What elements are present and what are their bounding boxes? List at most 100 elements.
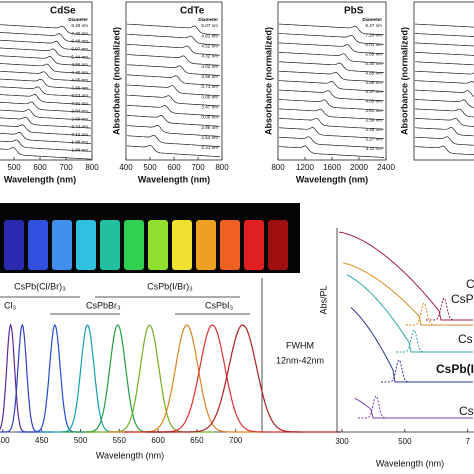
spectrum (278, 70, 385, 83)
diameter-label: 3.21 nm (71, 101, 88, 106)
diameter-label: 2.12 nm (71, 132, 88, 137)
spectrum (415, 127, 474, 137)
spectrum (0, 47, 92, 59)
y-axis-label: Abs/PL (318, 285, 328, 314)
x-tick-label: 2400 (377, 163, 395, 172)
diameter-label: 5.97 nm (71, 47, 88, 52)
diameter-label: 4.37 nm (365, 89, 382, 94)
diameter-label: 3.71 nm (201, 84, 218, 89)
series-label: CsPb(I (436, 362, 474, 376)
panel-title: CdTe (180, 6, 205, 17)
x-axis-label: Wavelength (nm) (138, 174, 210, 184)
diameter-label: 4.81 nm (201, 33, 218, 38)
diameter-label: 5.34 nm (365, 61, 382, 66)
x-tick-label: 650 (190, 436, 204, 445)
diameter-label: 2.86 nm (201, 125, 218, 130)
spectrum (279, 89, 385, 102)
abs-curve (342, 262, 473, 326)
spectrum (126, 44, 221, 56)
x-tick-label: 400 (119, 163, 133, 172)
x-axis-label: Wavelength (nm) (96, 450, 164, 460)
diameter-label: 5.07 nm (201, 23, 218, 28)
spectrum (279, 23, 385, 36)
spectrum (127, 134, 221, 147)
spectrum (126, 74, 220, 86)
x-tick-label: 400 (0, 436, 10, 445)
diameter-label: 6.01 nm (365, 42, 382, 47)
spectrum (0, 63, 92, 75)
spectrum (278, 61, 385, 73)
diameter-label: 4.05 nm (71, 78, 88, 83)
series-label: Cs (458, 332, 473, 346)
diameter-label: 1.99 nm (71, 140, 88, 145)
diameter-label: 3.81 nm (365, 108, 382, 113)
x-tick-label: 800 (215, 163, 229, 172)
spectrum (126, 94, 221, 107)
diameter-label: 3.27 nm (365, 136, 382, 141)
abs-curve (346, 274, 473, 353)
x-tick-label: 7 (465, 437, 470, 446)
spectrum (414, 99, 474, 108)
spectrum (414, 42, 474, 47)
spectrum (0, 124, 92, 137)
pl-peak (124, 324, 301, 433)
x-tick-label: 700 (191, 163, 205, 172)
spectrum (126, 104, 221, 117)
diameter-label: 5.65 nm (365, 52, 382, 57)
spectrum (0, 109, 92, 121)
spectrum (126, 115, 221, 127)
pl-peak (40, 324, 134, 433)
diameter-label: 3.59 nm (365, 118, 382, 123)
spectrum (0, 131, 91, 144)
spectrum (0, 139, 92, 152)
pl-curve (381, 359, 410, 383)
spectrum (414, 70, 474, 75)
y-axis-label: Absorbance (normalized) (263, 27, 273, 135)
x-tick-label: 500 (7, 163, 21, 172)
diameter-label: 4.32 nm (201, 54, 218, 59)
series-label: C (466, 277, 474, 291)
spectrum (414, 145, 474, 155)
spectrum (126, 54, 221, 66)
spectrum (278, 117, 385, 130)
diameter-label: 3.06 nm (201, 115, 218, 120)
spectrum (278, 108, 384, 121)
spectrum (414, 108, 474, 118)
x-tick-label: 600 (167, 163, 181, 172)
diameter-label: 3.53 nm (71, 93, 88, 98)
spectrum (415, 61, 474, 66)
x-tick-label: 500 (398, 437, 412, 446)
spectrum (0, 78, 92, 90)
x-tick-label: 800 (271, 163, 285, 172)
diameter-label: 2.69 nm (71, 116, 88, 121)
x-tick-label: 700 (59, 163, 73, 172)
x-tick-label: 700 (229, 436, 243, 445)
diameter-label: 3.47 nm (201, 104, 218, 109)
spectrum (0, 147, 92, 160)
spectrum (0, 55, 92, 67)
abs-curve (354, 397, 473, 419)
spectrum (126, 144, 221, 158)
diameter-label: 2.31 nm (201, 145, 218, 150)
pl-curve (406, 302, 435, 326)
diameter-label: 2.44 nm (71, 124, 88, 129)
spectrum (0, 70, 92, 82)
annotation: CsPb(I/Br)₃ (147, 281, 193, 291)
diameter-label: 6.48 nm (71, 39, 88, 44)
spectrum (126, 64, 221, 76)
spectrum (415, 89, 474, 98)
diameter-label: 4.52 nm (201, 44, 218, 49)
pl-peak (144, 324, 341, 433)
x-axis-label: Wavelength (nm) (4, 174, 76, 184)
spectrum (278, 127, 385, 139)
pl-curve (396, 329, 425, 353)
spectrum (126, 84, 221, 97)
spectrum (278, 42, 384, 55)
legend-title: Diameter (68, 17, 88, 22)
spectrum (0, 116, 92, 129)
x-tick-label: 1200 (296, 163, 314, 172)
abs-curve (350, 307, 473, 383)
spectrum (278, 80, 385, 92)
